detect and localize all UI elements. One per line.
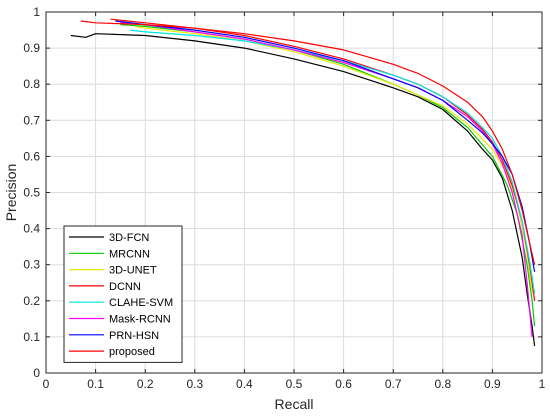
y-tick-label: 0.9 bbox=[23, 41, 40, 55]
x-tick-label: 0.7 bbox=[385, 377, 402, 391]
legend-label: PRN-HSN bbox=[109, 330, 159, 342]
x-tick-label: 0.5 bbox=[286, 377, 303, 391]
y-axis-title: Precision bbox=[3, 164, 19, 222]
y-tick-label: 0.1 bbox=[23, 330, 40, 344]
x-tick-label: 0.6 bbox=[335, 377, 352, 391]
series-lines bbox=[70, 18, 536, 346]
x-tick-label: 0.3 bbox=[186, 377, 203, 391]
series-line-3d-fcn bbox=[70, 33, 536, 346]
x-axis-title: Recall bbox=[275, 396, 314, 412]
series-line-proposed bbox=[80, 20, 536, 265]
x-tick-label: 0.2 bbox=[137, 377, 154, 391]
y-tick-label: 0.3 bbox=[23, 258, 40, 272]
y-tick-label: 0.6 bbox=[23, 149, 40, 163]
series-line-clahe-svm bbox=[130, 29, 536, 294]
y-tick-label: 0.8 bbox=[23, 77, 40, 91]
y-tick-label: 0.2 bbox=[23, 294, 40, 308]
y-tick-label: 0.5 bbox=[23, 186, 40, 200]
legend-label: proposed bbox=[109, 346, 155, 358]
y-tick-label: 1 bbox=[33, 5, 40, 19]
legend-label: CLAHE-SVM bbox=[109, 297, 173, 309]
legend: 3D-FCN MRCNN 3D-UNET DCNN CLAHE-SVM Mask-RCNN… bbox=[63, 225, 183, 363]
legend-label: Mask-RCNN bbox=[109, 314, 171, 326]
legend-label: 3D-FCN bbox=[109, 232, 149, 244]
x-tick-label: 0.1 bbox=[87, 377, 104, 391]
x-tick-label: 0 bbox=[43, 377, 50, 391]
legend-label: DCNN bbox=[109, 281, 141, 293]
x-tick-label: 0.8 bbox=[434, 377, 451, 391]
x-tick-label: 1 bbox=[539, 377, 546, 391]
axis-ticks: 0 0.1 0.2 0.3 0.4 0.5 0.6 0.7 0.8 0.9 1 0 0.1 0.2 0.3 0… bbox=[23, 5, 545, 391]
x-tick-label: 0.4 bbox=[236, 377, 253, 391]
legend-label: 3D-UNET bbox=[109, 265, 157, 277]
legend-box bbox=[63, 225, 183, 363]
legend-label: MRCNN bbox=[109, 248, 150, 260]
y-tick-label: 0 bbox=[33, 366, 40, 380]
y-tick-label: 0.4 bbox=[23, 222, 40, 236]
x-tick-label: 0.9 bbox=[484, 377, 501, 391]
y-tick-label: 0.7 bbox=[23, 113, 40, 127]
